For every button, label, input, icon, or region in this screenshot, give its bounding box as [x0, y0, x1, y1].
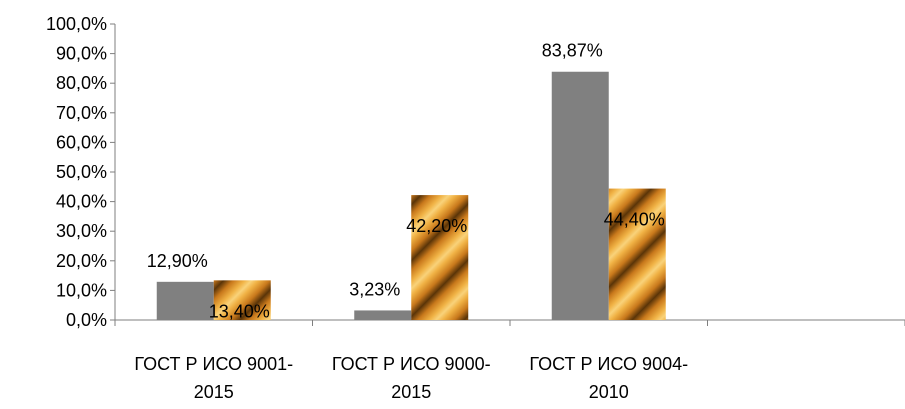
bar: [156, 281, 214, 320]
x-category-label: ГОСТ Р ИСО 9004-: [529, 354, 688, 374]
x-category-label: ГОСТ Р ИСО 9001-: [134, 354, 293, 374]
data-label: 3,23%: [349, 279, 400, 299]
x-category-label: ГОСТ Р ИСО 9000-: [332, 354, 491, 374]
bar: [608, 188, 666, 320]
y-tick-label: 40,0%: [56, 192, 107, 212]
data-label: 13,40%: [209, 301, 270, 321]
x-category-label: 2015: [391, 382, 431, 402]
y-tick-label: 90,0%: [56, 44, 107, 64]
y-tick-label: 70,0%: [56, 103, 107, 123]
data-label: 12,90%: [147, 251, 208, 271]
bar: [354, 310, 412, 320]
y-tick-label: 10,0%: [56, 280, 107, 300]
bar: [411, 195, 469, 320]
data-label: 44,40%: [604, 210, 665, 230]
y-tick-label: 80,0%: [56, 73, 107, 93]
y-tick-label: 50,0%: [56, 162, 107, 182]
y-tick-label: 60,0%: [56, 132, 107, 152]
data-label: 42,20%: [406, 216, 467, 236]
x-category-label: 2015: [194, 382, 234, 402]
y-tick-label: 100,0%: [46, 14, 107, 34]
y-tick-label: 30,0%: [56, 221, 107, 241]
data-label: 83,87%: [542, 41, 603, 61]
bar: [551, 71, 609, 320]
bar: [213, 280, 271, 320]
y-tick-label: 0,0%: [66, 310, 107, 330]
y-tick-label: 20,0%: [56, 251, 107, 271]
x-category-label: 2010: [589, 382, 629, 402]
